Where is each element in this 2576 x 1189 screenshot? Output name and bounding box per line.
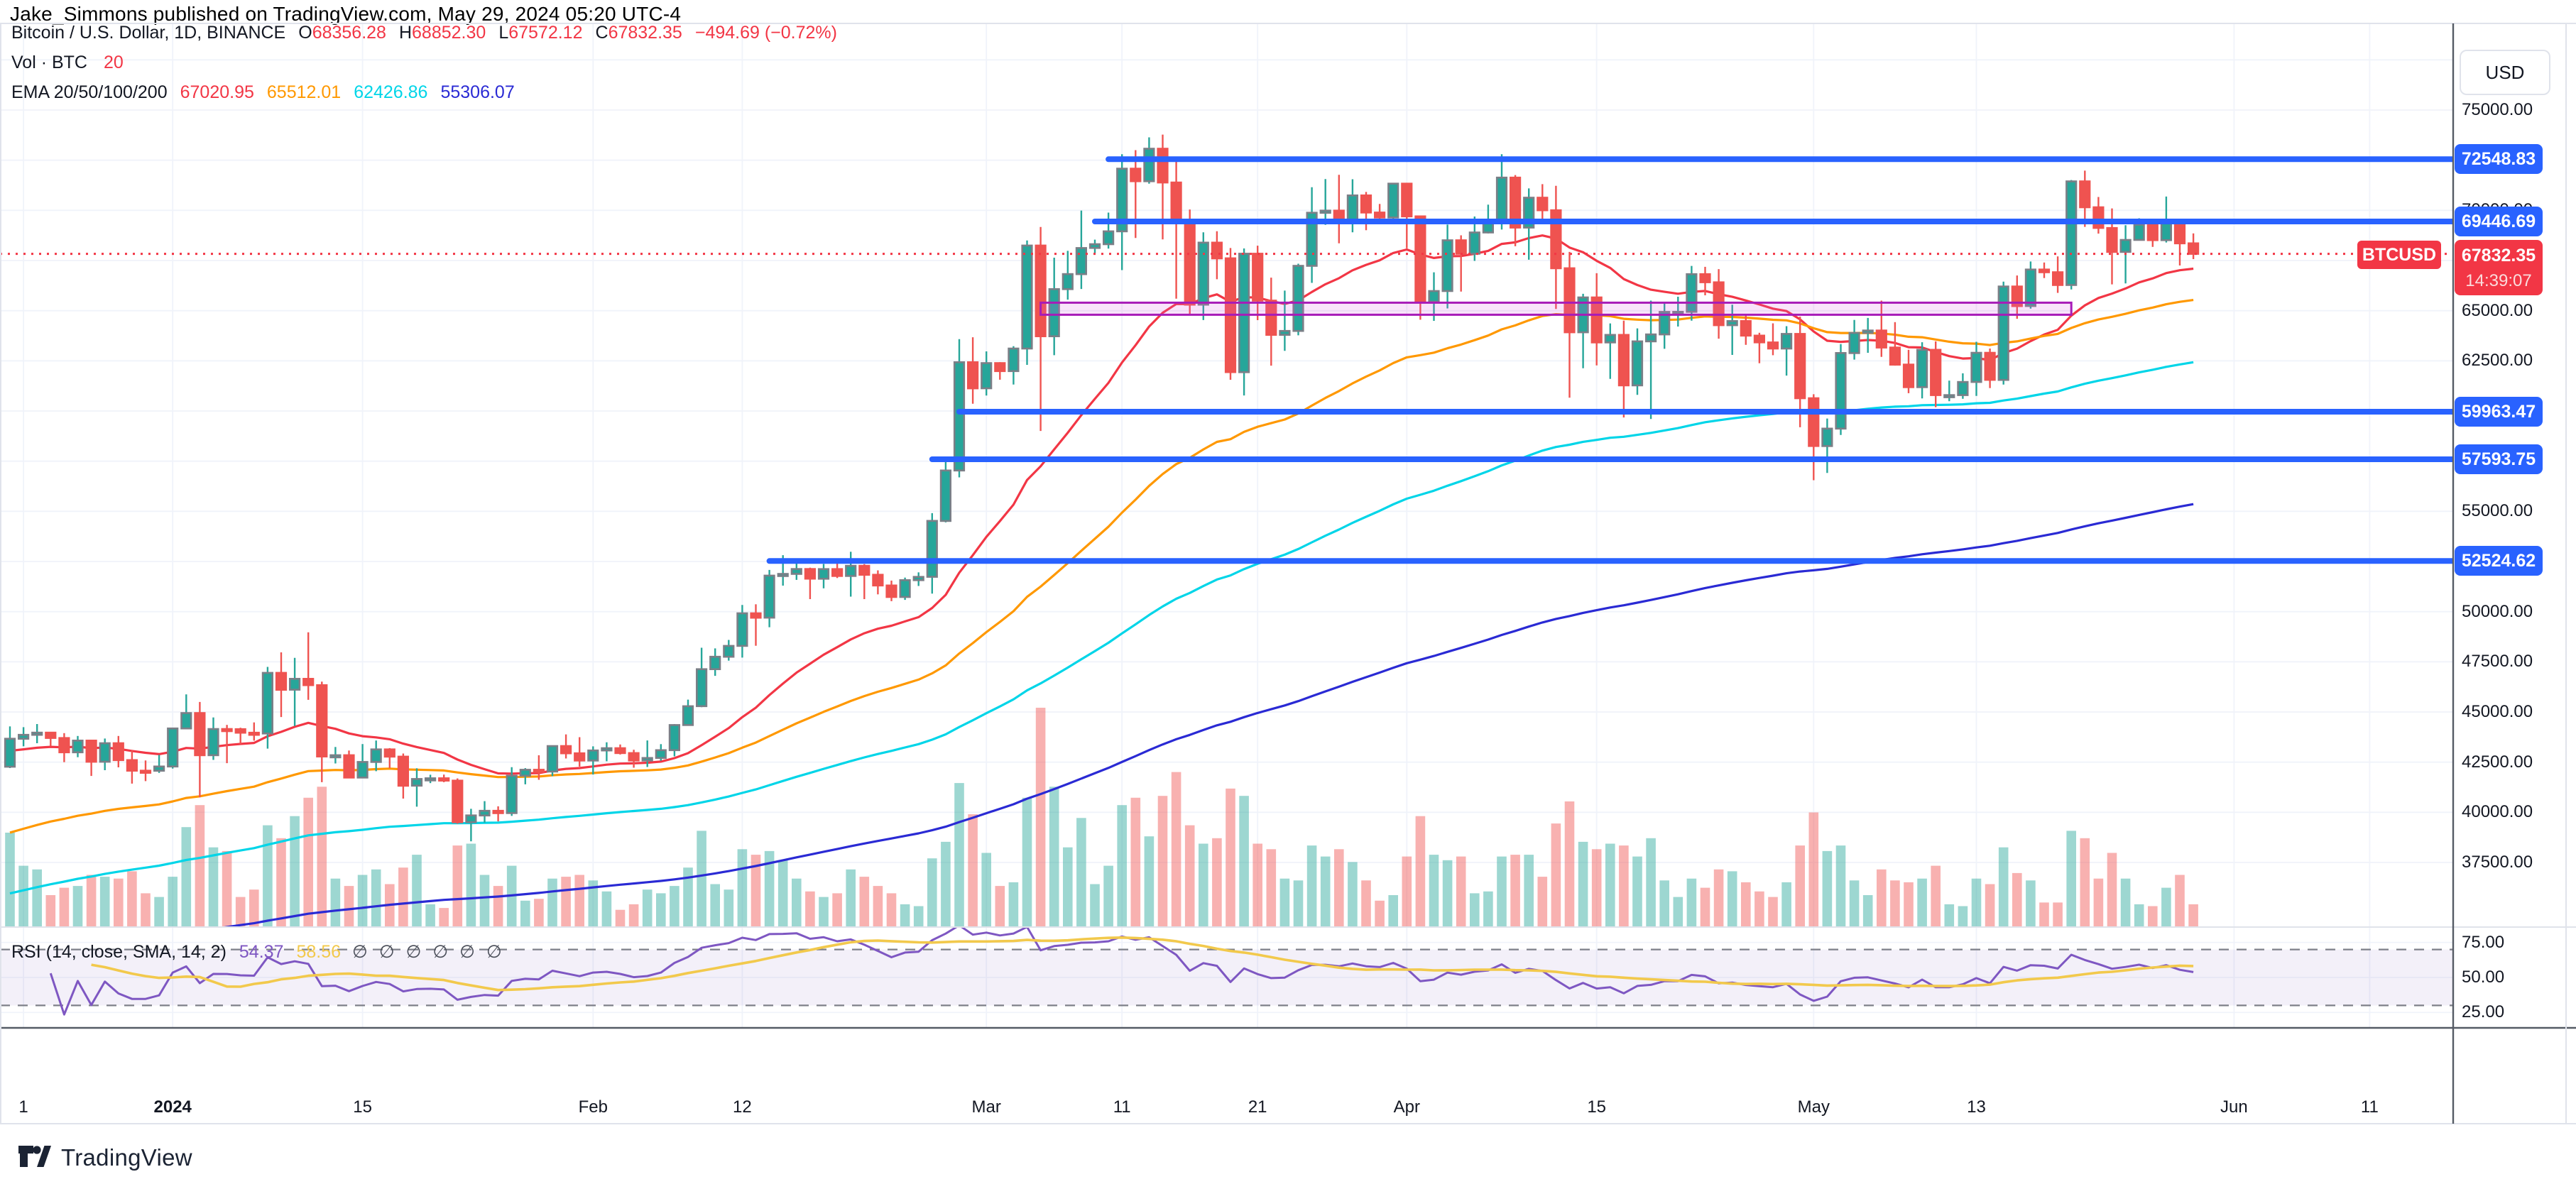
volume-series: [5, 708, 2198, 926]
price-level-badge: 69446.69: [2455, 207, 2543, 236]
ema-100-line: [9, 361, 2194, 895]
candlestick-series: [4, 134, 2200, 842]
rsi-values: 54.37 58.56: [227, 942, 341, 962]
price-axis-label[interactable]: 62500.00: [2462, 351, 2533, 371]
tradingview-logo-icon: [18, 1146, 51, 1167]
ema-label: EMA 20/50/100/200: [11, 82, 168, 102]
rsi-empty-value: ∅: [486, 942, 502, 962]
volume-value: 20: [103, 53, 124, 72]
ema-20-line: [9, 234, 2194, 775]
price-axis-label[interactable]: 42500.00: [2462, 752, 2533, 772]
price-axis-label[interactable]: 45000.00: [2462, 702, 2533, 721]
supply-zone-box: [1039, 301, 2073, 316]
time-axis-label[interactable]: 2024: [153, 1097, 192, 1117]
rsi-label: RSI (14, close, SMA, 14, 2): [11, 942, 227, 962]
time-axis-label[interactable]: May: [1797, 1097, 1830, 1117]
rsi-axis-label[interactable]: 50.00: [2462, 968, 2505, 987]
rsi-axis-label[interactable]: 75.00: [2462, 932, 2505, 952]
ema-50-line: [9, 299, 2194, 834]
rsi-empty-value: ∅: [459, 942, 475, 962]
ema-200-line: [224, 503, 2194, 926]
price-axis-label[interactable]: 55000.00: [2462, 501, 2533, 521]
ema-legend-row[interactable]: EMA 20/50/100/200 67020.95 65512.01 62426.8…: [11, 82, 515, 103]
price-level-badge: 52524.62: [2455, 546, 2543, 576]
time-axis-label[interactable]: 12: [733, 1097, 752, 1117]
time-axis-label[interactable]: 15: [353, 1097, 372, 1117]
tradingview-logo-text: TradingView: [61, 1144, 192, 1171]
ohlc-values: O68356.28 H68852.30 L67572.12 C67832.35 −494…: [298, 23, 837, 43]
ema-values: 67020.95 65512.01 62426.86 55306.07: [168, 82, 515, 102]
time-axis-label[interactable]: 11: [1113, 1097, 1131, 1117]
current-price-symbol-flag: BTCUSD: [2357, 241, 2441, 269]
volume-legend-row[interactable]: Vol · BTC 20: [11, 53, 124, 73]
current-price-countdown: 14:39:07: [2465, 271, 2532, 290]
currency-toggle-button[interactable]: USD: [2460, 50, 2550, 95]
price-level-badge: 57593.75: [2455, 444, 2543, 474]
symbol-legend-row[interactable]: Bitcoin / U.S. Dollar, 1D, BINANCE O68356…: [11, 23, 850, 43]
time-axis-label[interactable]: Apr: [1393, 1097, 1420, 1117]
price-level-badge: 72548.83: [2455, 144, 2543, 175]
rsi-axis-label[interactable]: 25.00: [2462, 1002, 2505, 1022]
price-axis-label[interactable]: 40000.00: [2462, 802, 2533, 822]
current-price-value: 67832.35: [2461, 246, 2536, 265]
rsi-legend-value: 54.37: [239, 942, 284, 962]
tradingview-footer[interactable]: TradingView: [18, 1144, 192, 1171]
time-axis-label[interactable]: 1: [18, 1097, 28, 1117]
rsi-empty-value: ∅: [378, 942, 395, 962]
price-axis-label[interactable]: 75000.00: [2462, 100, 2533, 119]
rsi-empty-value: ∅: [432, 942, 449, 962]
price-axis-label[interactable]: 47500.00: [2462, 652, 2533, 672]
volume-label: Vol · BTC: [11, 53, 87, 72]
time-axis-label[interactable]: Jun: [2220, 1097, 2248, 1117]
rsi-empty-value: ∅: [352, 942, 368, 962]
symbol-title: Bitcoin / U.S. Dollar, 1D, BINANCE: [11, 23, 286, 43]
time-axis-label[interactable]: Feb: [578, 1097, 608, 1117]
ema-value: 65512.01: [266, 82, 342, 102]
price-axis-label[interactable]: 65000.00: [2462, 300, 2533, 320]
time-axis-label[interactable]: 13: [1967, 1097, 1986, 1117]
rsi-pane: [0, 927, 2453, 1016]
ema-value: 67020.95: [180, 82, 254, 102]
attribution-text: Jake_Simmons published on TradingView.co…: [10, 3, 682, 25]
rsi-legend-row[interactable]: RSI (14, close, SMA, 14, 2) 54.37 58.56 ∅ ∅ ∅…: [11, 941, 502, 963]
time-axis-label[interactable]: 21: [1248, 1097, 1267, 1117]
price-level-badge: 59963.47: [2455, 397, 2543, 427]
price-axis-label[interactable]: 50000.00: [2462, 601, 2533, 621]
ema-value: 62426.86: [354, 82, 428, 102]
price-axis-label[interactable]: 37500.00: [2462, 853, 2533, 872]
price-pane: [0, 134, 2453, 926]
time-axis-label[interactable]: Mar: [971, 1097, 1001, 1117]
ema-value: 55306.07: [440, 82, 515, 102]
time-axis-label[interactable]: 15: [1587, 1097, 1607, 1117]
rsi-sma-line: [91, 936, 2194, 992]
rsi-empty-values: ∅ ∅ ∅ ∅ ∅ ∅: [341, 942, 502, 962]
change-value: −494.69 (−0.72%): [694, 23, 837, 43]
current-price-badge: 67832.35 14:39:07: [2455, 240, 2543, 295]
time-axis-label[interactable]: 11: [2360, 1097, 2379, 1117]
rsi-empty-value: ∅: [405, 942, 422, 962]
rsi-legend-value: 58.56: [296, 942, 342, 962]
